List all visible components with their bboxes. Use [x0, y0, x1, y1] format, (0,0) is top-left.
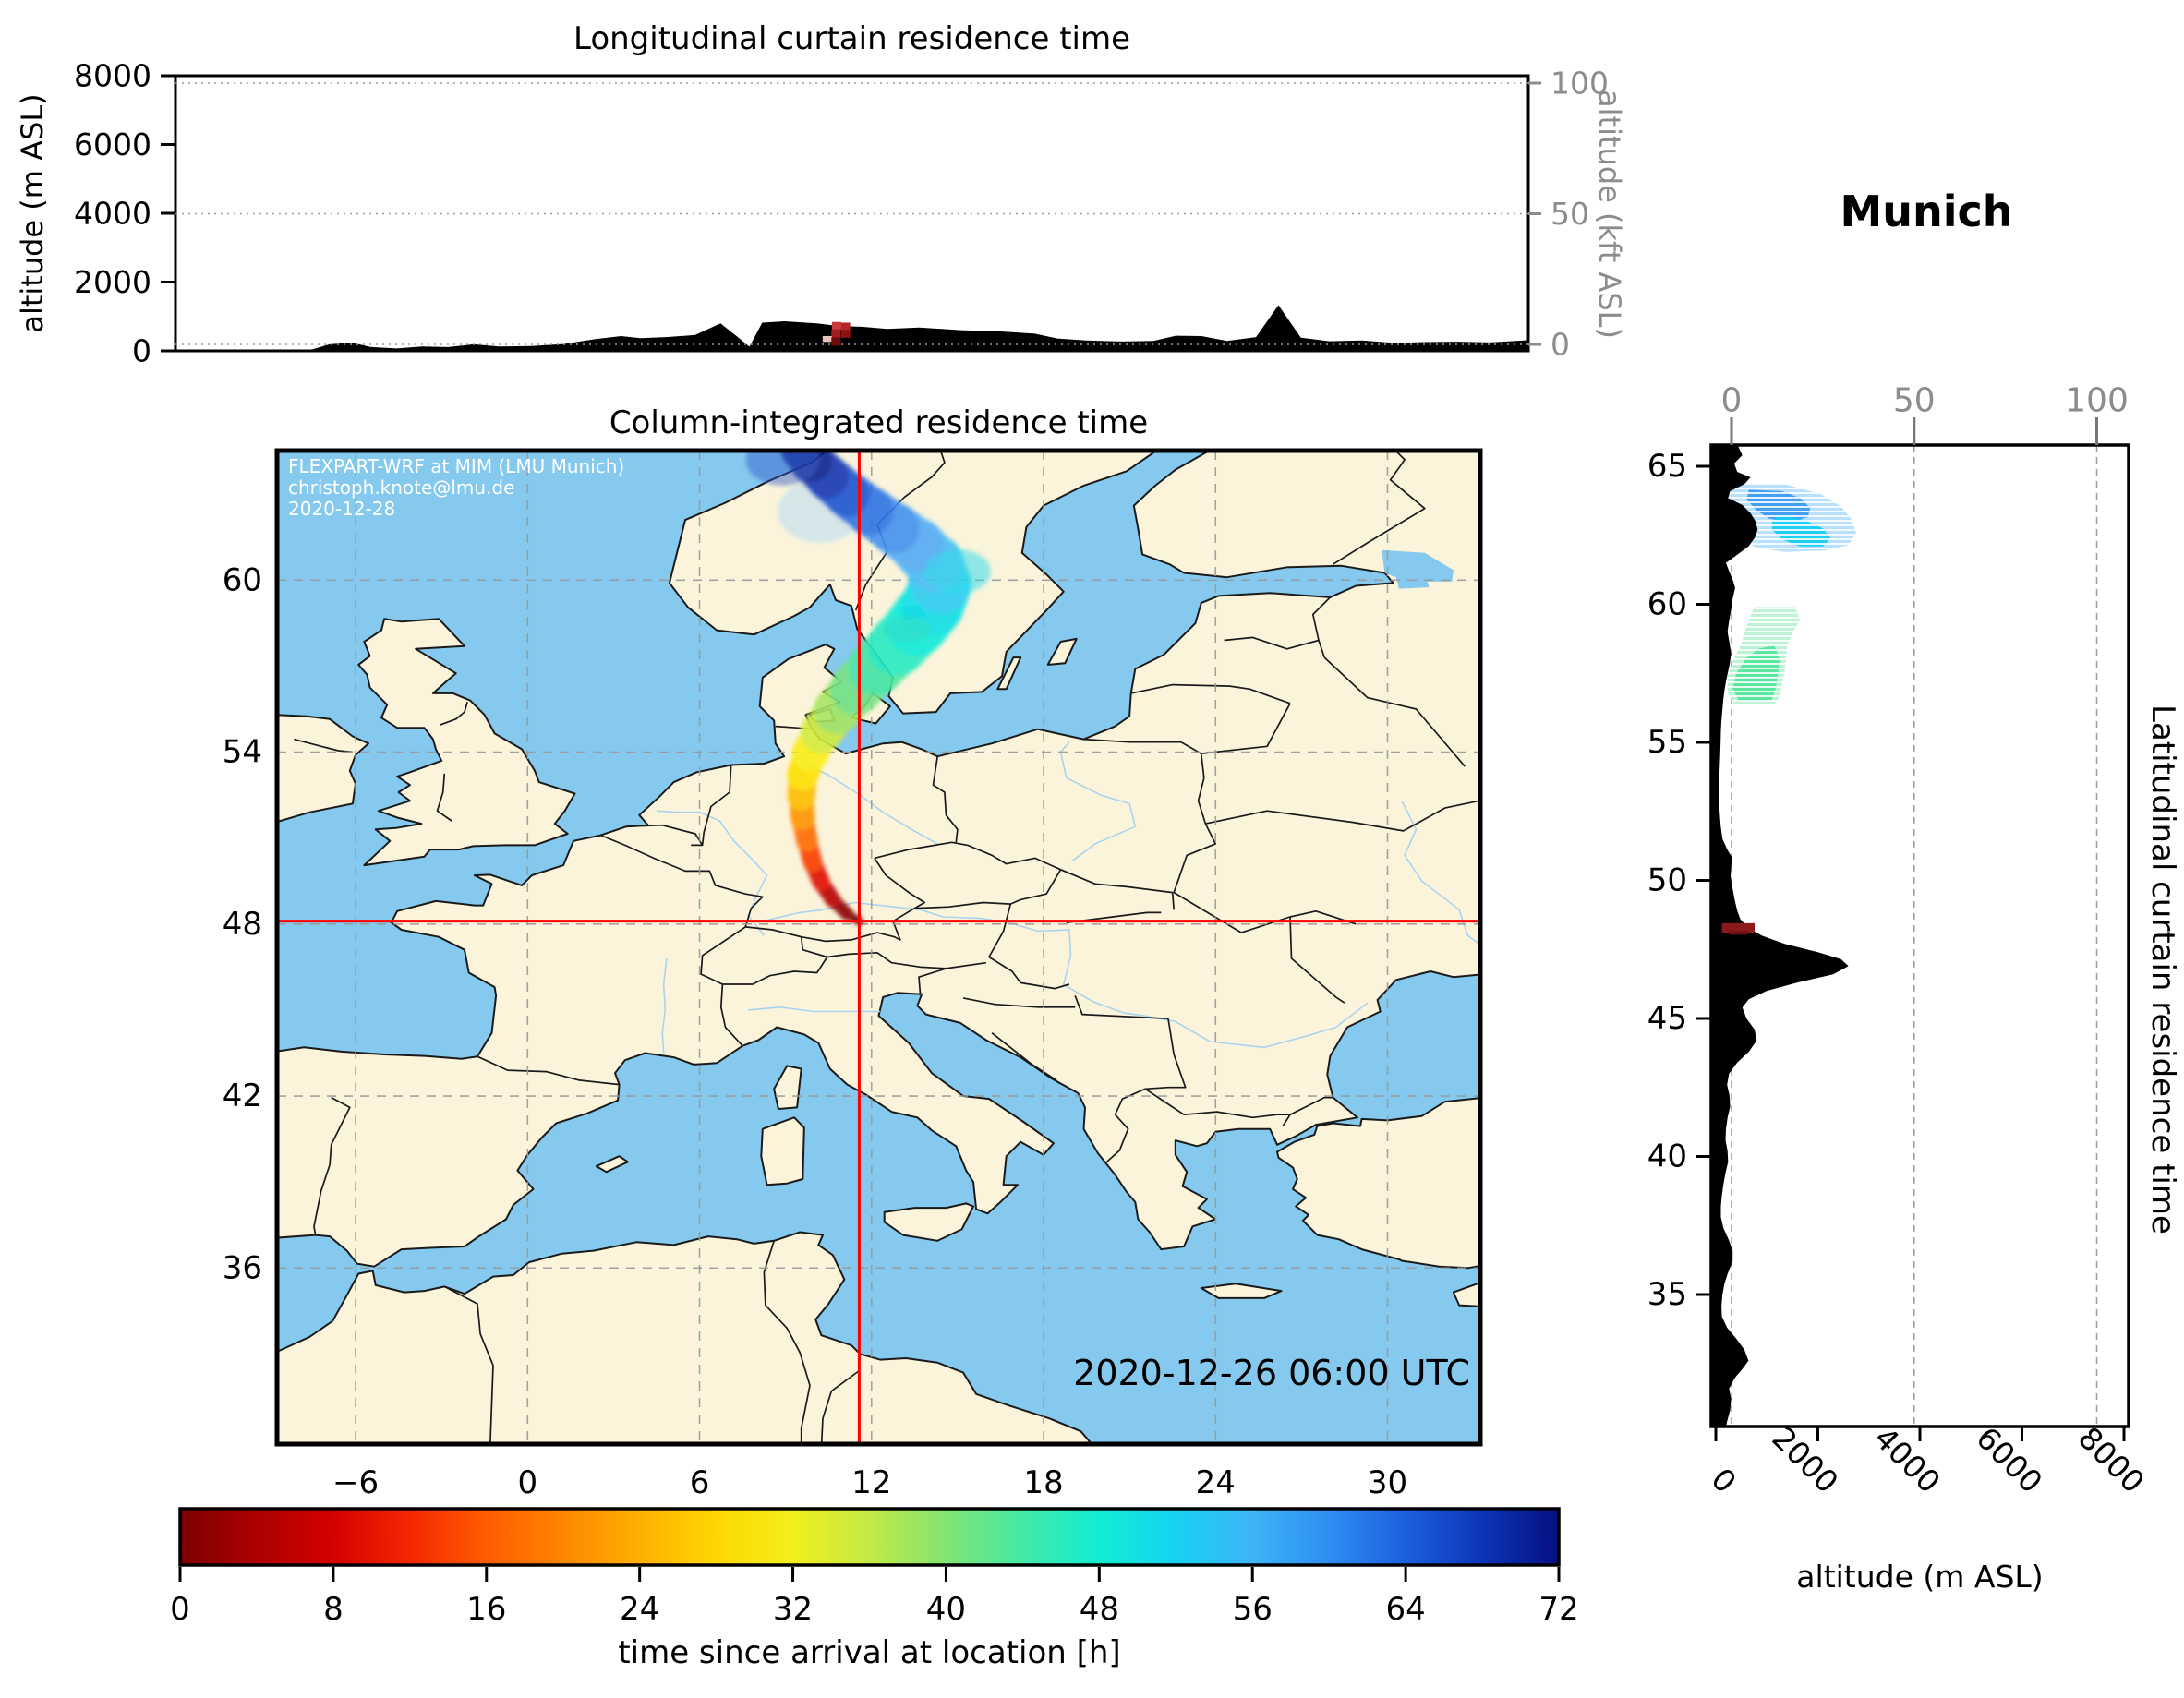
svg-text:2000: 2000 [74, 264, 151, 300]
svg-text:55: 55 [1647, 724, 1687, 761]
svg-text:56: 56 [1233, 1591, 1273, 1628]
svg-text:32: 32 [773, 1591, 813, 1628]
svg-text:2000: 2000 [1765, 1420, 1845, 1500]
column-integrated-map-panel: −6 0 6 12 18 24 30 60 54 48 42 36 [223, 448, 1483, 1501]
altitude-m-axis-label: altitude (m ASL) [15, 93, 50, 333]
svg-text:60: 60 [1647, 586, 1687, 623]
svg-text:48: 48 [223, 906, 262, 943]
svg-text:30: 30 [1368, 1464, 1407, 1501]
svg-text:42: 42 [223, 1078, 262, 1114]
svg-text:18: 18 [1023, 1464, 1063, 1501]
svg-text:72: 72 [1538, 1591, 1578, 1628]
svg-text:65: 65 [1647, 448, 1687, 485]
receptor-crosshair [277, 451, 1480, 1444]
svg-text:0: 0 [132, 333, 151, 369]
svg-text:8: 8 [323, 1591, 344, 1628]
svg-text:−6: −6 [332, 1464, 379, 1501]
latitudinal-bottom-axis: 0 2000 4000 6000 8000 [1704, 1420, 2151, 1500]
colorbar-label: time since arrival at location [h] [618, 1634, 1121, 1671]
svg-text:6: 6 [690, 1464, 710, 1501]
watermark-line-2: christoph.knote@lmu.de [288, 476, 515, 499]
longitudinal-curtain-panel: 8000 6000 4000 2000 0 100 50 0 [74, 58, 1609, 369]
watermark: FLEXPART-WRF at MIM (LMU Munich) christo… [288, 456, 624, 520]
svg-text:4000: 4000 [74, 196, 151, 232]
svg-text:8000: 8000 [74, 58, 151, 94]
colorbar: 0 8 16 24 32 40 48 56 64 72 [170, 1507, 1579, 1628]
svg-text:12: 12 [851, 1464, 891, 1501]
longitudinal-right-axis: 100 50 0 [1528, 66, 1609, 363]
map-title: Column-integrated residence time [609, 404, 1149, 441]
svg-text:45: 45 [1647, 1000, 1687, 1037]
altitude-kft-axis-label: altitude (kft ASL) [1592, 90, 1627, 339]
svg-text:4000: 4000 [1867, 1420, 1948, 1500]
svg-text:40: 40 [1647, 1138, 1687, 1175]
svg-text:8000: 8000 [2071, 1420, 2152, 1500]
svg-text:54: 54 [223, 734, 262, 771]
svg-text:0: 0 [170, 1591, 190, 1628]
map-timestamp: 2020-12-26 06:00 UTC [1073, 1353, 1470, 1393]
latitudinal-terrain-profile [1711, 444, 1849, 1427]
receptor-city-label: Munich [1840, 187, 2013, 236]
map-graticule [277, 451, 1480, 1444]
svg-text:24: 24 [1196, 1464, 1236, 1501]
svg-text:36: 36 [223, 1249, 262, 1286]
longitudinal-left-axis: 8000 6000 4000 2000 0 [74, 58, 175, 369]
svg-text:6000: 6000 [74, 126, 151, 163]
svg-text:35: 35 [1647, 1276, 1687, 1313]
svg-text:50: 50 [1893, 382, 1936, 420]
svg-text:50: 50 [1647, 862, 1687, 899]
longitudinal-residence-cells [822, 321, 851, 346]
watermark-line-1: FLEXPART-WRF at MIM (LMU Munich) [288, 455, 625, 477]
colorbar-gradient [178, 1507, 1561, 1567]
svg-text:16: 16 [466, 1591, 506, 1628]
svg-text:40: 40 [926, 1591, 966, 1628]
svg-text:100: 100 [2065, 382, 2129, 420]
colorbar-ticks: 0 8 16 24 32 40 48 56 64 72 [170, 1567, 1579, 1628]
latitudinal-curtain-title: Latitudinal curtain residence time [2144, 704, 2181, 1234]
svg-text:48: 48 [1080, 1591, 1119, 1628]
svg-text:100: 100 [1551, 66, 1609, 102]
svg-text:60: 60 [223, 561, 262, 598]
svg-text:50: 50 [1551, 196, 1589, 232]
latitudinal-residence-patches [1722, 484, 1856, 704]
latitudinal-y-axis: 65 60 55 50 45 40 35 [1647, 448, 1711, 1313]
svg-text:0: 0 [1551, 327, 1570, 363]
map-x-tick-labels: −6 0 6 12 18 24 30 [332, 1464, 1407, 1501]
map-y-tick-labels: 60 54 48 42 36 [223, 561, 262, 1286]
svg-text:64: 64 [1385, 1591, 1425, 1628]
svg-text:24: 24 [620, 1591, 659, 1628]
latitudinal-curtain-panel: 65 60 55 50 45 40 35 0 50 100 0 2000 4000 6000 8000 [1647, 382, 2152, 1500]
svg-text:0: 0 [1721, 382, 1743, 420]
svg-text:6000: 6000 [1969, 1420, 2049, 1500]
longitudinal-curtain-title: Longitudinal curtain residence time [573, 20, 1131, 57]
watermark-line-3: 2020-12-28 [288, 498, 396, 520]
latitudinal-residence-marker [1721, 922, 1755, 935]
latitudinal-top-axis: 0 50 100 [1721, 382, 2129, 445]
longitudinal-terrain-profile [175, 305, 1529, 351]
svg-text:0: 0 [517, 1464, 537, 1501]
country-borders [294, 451, 1479, 1444]
svg-text:0: 0 [1704, 1461, 1743, 1499]
right-panel-altitude-axis-label: altitude (m ASL) [1796, 1559, 2044, 1595]
